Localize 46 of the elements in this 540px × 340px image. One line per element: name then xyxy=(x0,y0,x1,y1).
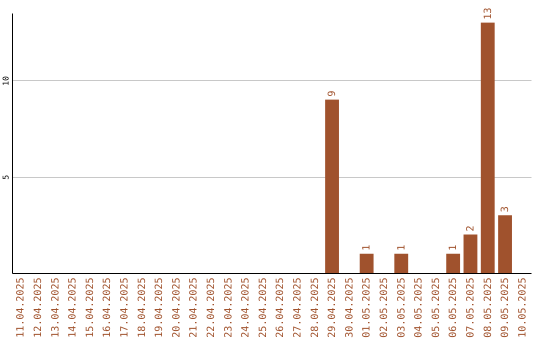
x-tick-label: 15.04.2025 xyxy=(84,278,96,338)
bar xyxy=(325,100,339,273)
y-tick-label: 10 xyxy=(2,76,10,86)
x-tick-label: 24.04.2025 xyxy=(240,278,252,338)
x-tick-label: 03.05.2025 xyxy=(396,278,408,338)
x-tick-label: 05.05.2025 xyxy=(430,278,442,338)
x-tick-label: 01.05.2025 xyxy=(362,278,373,338)
x-tick-label: 16.04.2025 xyxy=(102,278,114,338)
x-tick-label: 30.04.2025 xyxy=(344,278,356,338)
data-label: 9 xyxy=(327,90,338,97)
x-tick-label: 04.05.2025 xyxy=(414,278,425,338)
x-tick-label: 17.04.2025 xyxy=(119,278,130,338)
x-tick-label: 09.05.2025 xyxy=(500,278,512,338)
bar xyxy=(394,254,408,273)
x-tick-label: 12.04.2025 xyxy=(32,278,44,338)
bar xyxy=(498,215,512,273)
x-tick-label: 18.04.2025 xyxy=(136,278,148,338)
x-tick-label: 19.04.2025 xyxy=(154,278,166,338)
x-tick-label: 06.05.2025 xyxy=(448,278,460,338)
x-tick-label: 20.04.2025 xyxy=(171,278,182,338)
x-tick-label: 22.04.2025 xyxy=(206,278,217,338)
data-label: 1 xyxy=(396,244,408,251)
x-tick-label: 07.05.2025 xyxy=(465,278,476,338)
data-label: 13 xyxy=(482,8,494,20)
x-tick-label: 23.04.2025 xyxy=(223,278,234,338)
bar xyxy=(480,22,495,273)
x-tick-label: 21.04.2025 xyxy=(188,278,200,338)
x-tick-label: 26.04.2025 xyxy=(275,278,286,338)
bar xyxy=(360,254,374,273)
x-tick-label: 11.04.2025 xyxy=(16,278,27,338)
data-label: 3 xyxy=(500,206,512,212)
x-tick-label: 25.04.2025 xyxy=(258,278,269,338)
data-label: 2 xyxy=(465,225,476,232)
x-tick-label: 13.04.2025 xyxy=(50,278,62,338)
x-tick-label: 29.04.2025 xyxy=(327,278,338,338)
x-tick-label: 02.05.2025 xyxy=(378,278,390,338)
data-label: 1 xyxy=(448,244,460,251)
bar xyxy=(464,234,478,273)
x-tick-label: 08.05.2025 xyxy=(482,278,494,338)
bar xyxy=(446,254,460,273)
data-label: 1 xyxy=(362,244,373,251)
x-tick-label: 10.05.2025 xyxy=(517,278,528,338)
x-tick-label: 27.04.2025 xyxy=(292,278,304,338)
y-tick-label: 5 xyxy=(2,174,10,180)
x-tick-label: 28.04.2025 xyxy=(310,278,321,338)
x-tick-label: 14.04.2025 xyxy=(68,278,79,338)
